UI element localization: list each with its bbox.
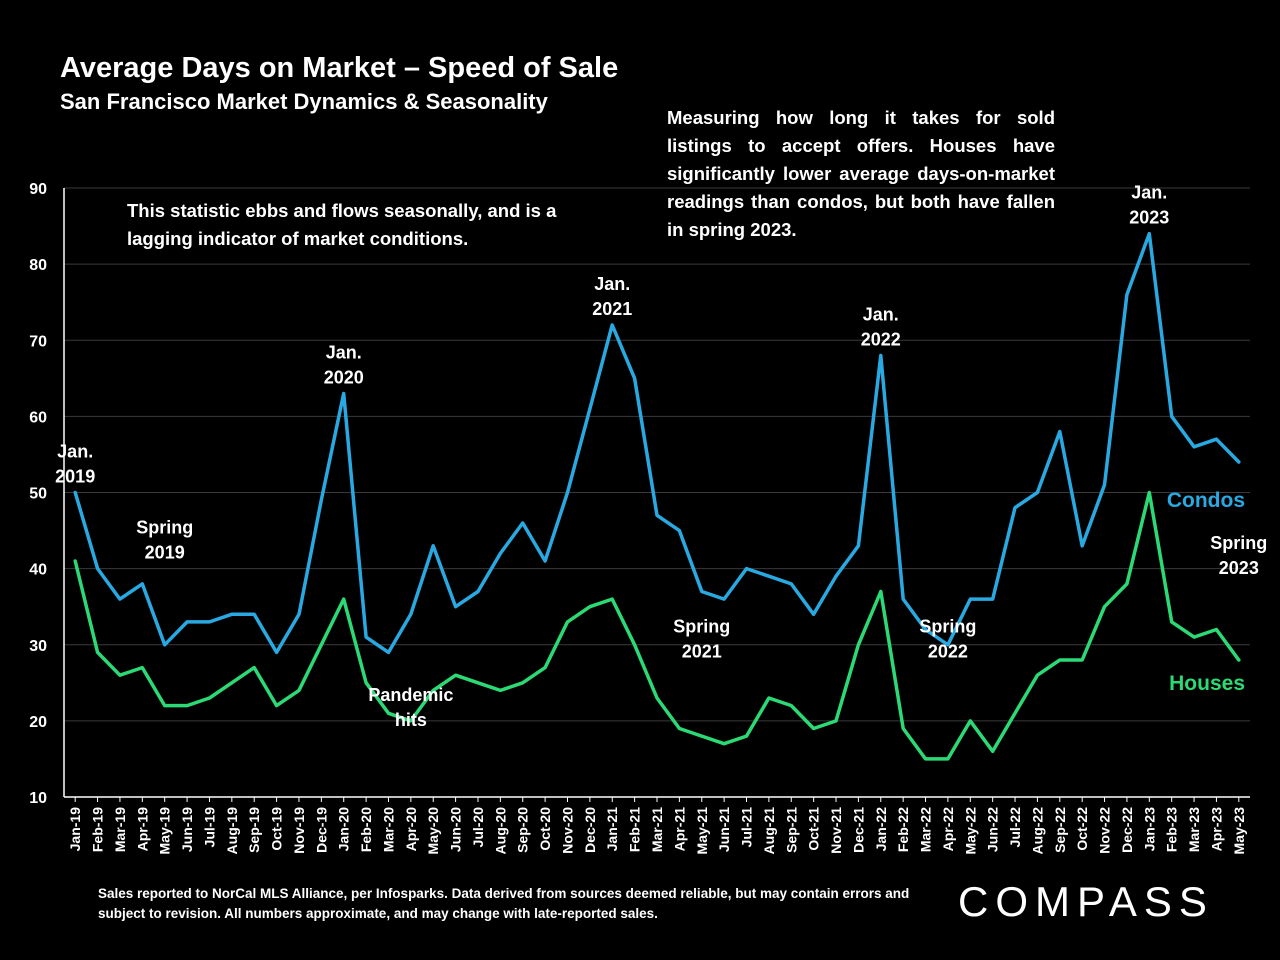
annotation-label: Spring (136, 518, 193, 538)
x-tick-label: Aug-22 (1029, 807, 1045, 855)
annotation-label: Spring (919, 617, 976, 637)
annotation-label: Jan. (1131, 183, 1167, 203)
x-tick-label: Jan-21 (604, 807, 620, 852)
y-tick-label: 80 (29, 257, 47, 274)
x-tick-label: May-22 (962, 807, 978, 855)
gridlines (64, 187, 1250, 722)
annotation-label: Jan. (326, 343, 362, 363)
annotation-label: Jan. (57, 442, 93, 462)
seasonality-note: This statistic ebbs and flows seasonally… (127, 200, 557, 249)
x-tick-label: Jun-19 (179, 807, 195, 852)
annotation-label: 2021 (592, 299, 632, 319)
y-tick-label: 60 (29, 409, 47, 426)
x-tick-label: Jun-21 (716, 807, 732, 852)
x-tick-label: Jun-22 (985, 807, 1001, 852)
chart-subtitle: San Francisco Market Dynamics & Seasonal… (60, 89, 548, 114)
x-tick-label: Oct-22 (1074, 807, 1090, 851)
annotation-label: 2022 (861, 329, 901, 349)
x-tick-label: Feb-22 (895, 807, 911, 852)
x-tick-label: Mar-21 (649, 807, 665, 852)
x-tick-label: Feb-21 (627, 807, 643, 852)
axes: 10 20 30 40 50 60 70 80 90 Jan-19 Feb-19 Mar-19 Apr-… (29, 181, 1250, 854)
x-tick-label: Sep-19 (246, 807, 262, 853)
x-tick-label: Apr-20 (403, 807, 419, 852)
x-tick-label: Apr-19 (134, 807, 150, 852)
x-tick-label: Aug-20 (492, 807, 508, 855)
annotations: Jan. 2019 Spring 2019 Jan. 2020 Pandemic hits Ja… (55, 183, 1267, 730)
annotation-label: 2022 (928, 642, 968, 662)
x-tick-label: Mar-23 (1186, 807, 1202, 852)
x-tick-label: Apr-23 (1208, 807, 1224, 852)
x-tick-label: Jul-21 (739, 807, 755, 848)
x-tick-label: Nov-22 (1097, 807, 1113, 854)
y-tick-label: 70 (29, 333, 47, 350)
y-tick-label: 50 (29, 486, 47, 503)
condos-legend-label: Condos (1167, 489, 1245, 512)
x-tick-label: Aug-21 (761, 807, 777, 855)
x-tick-label: Dec-19 (313, 807, 329, 853)
x-tick-label: Nov-19 (291, 807, 307, 854)
source-footnote: Sales reported to NorCal MLS Alliance, p… (98, 886, 910, 921)
annotation-label: 2023 (1219, 558, 1259, 578)
annotation-label: 2019 (55, 467, 95, 487)
y-tick-label: 40 (29, 562, 47, 579)
y-tick-label: 30 (29, 638, 47, 655)
x-tick-label: Dec-21 (850, 807, 866, 853)
x-tick-label: Dec-22 (1119, 807, 1135, 853)
series-lines (73, 231, 1241, 761)
annotation-label: Spring (1210, 533, 1267, 553)
houses-legend-label: Houses (1169, 672, 1245, 695)
annotation-label: 2021 (682, 642, 722, 662)
x-tick-label: Oct-20 (537, 807, 553, 851)
x-tick-label: Mar-22 (918, 807, 934, 852)
x-tick-label: Nov-20 (559, 807, 575, 854)
x-tick-label: May-23 (1231, 807, 1247, 855)
annotation-label: Spring (673, 617, 730, 637)
x-tick-label: Jan-22 (873, 807, 889, 852)
compass-logo: COMPASS (958, 878, 1214, 925)
x-tick-label: Jul-20 (470, 807, 486, 848)
x-tick-label: Apr-22 (940, 807, 956, 852)
x-tick-label: May-21 (694, 807, 710, 855)
annotation-label: Jan. (863, 304, 899, 324)
legend: Condos Houses (1167, 489, 1245, 695)
x-tick-label: Jan-23 (1141, 807, 1157, 852)
x-tick-label: Feb-23 (1164, 807, 1180, 852)
x-tick-label: Dec-20 (582, 807, 598, 853)
x-tick-label: Jun-20 (448, 807, 464, 852)
x-tick-label: Mar-20 (380, 807, 396, 852)
x-tick-label: May-19 (157, 807, 173, 855)
annotation-label: hits (395, 710, 427, 730)
x-tick-label: Feb-20 (358, 807, 374, 852)
x-tick-label: Jan-20 (336, 807, 352, 852)
x-tick-label: Jul-19 (201, 807, 217, 848)
x-tick-label: Sep-21 (783, 807, 799, 853)
annotation-label: Jan. (594, 274, 630, 294)
annotation-label: 2023 (1129, 208, 1169, 228)
x-tick-label: Jan-19 (67, 807, 83, 852)
chart-title: Average Days on Market – Speed of Sale (60, 52, 619, 84)
x-tick-label: Oct-19 (269, 807, 285, 851)
y-tick-label: 90 (29, 181, 47, 198)
houses-series-line (73, 490, 1241, 761)
x-tick-label: Sep-20 (515, 807, 531, 853)
annotation-label: Pandemic (368, 685, 453, 705)
annotation-label: 2019 (145, 543, 185, 563)
x-tick-label: Feb-19 (90, 807, 106, 852)
x-tick-label: Sep-22 (1052, 807, 1068, 853)
annotation-label: 2020 (324, 368, 364, 388)
x-tick-label: Oct-21 (806, 807, 822, 851)
x-tick-label: Nov-21 (828, 807, 844, 854)
x-tick-label: Apr-21 (671, 807, 687, 852)
x-tick-label: May-20 (425, 807, 441, 855)
x-tick-label: Mar-19 (112, 807, 128, 852)
x-tick-label: Jul-22 (1007, 807, 1023, 848)
x-tick-label: Aug-19 (224, 807, 240, 855)
condos-series-line (73, 231, 1241, 655)
y-tick-label: 20 (29, 714, 47, 731)
description-note: Measuring how long it takes for sold lis… (667, 107, 1055, 240)
y-tick-label: 10 (29, 790, 47, 807)
